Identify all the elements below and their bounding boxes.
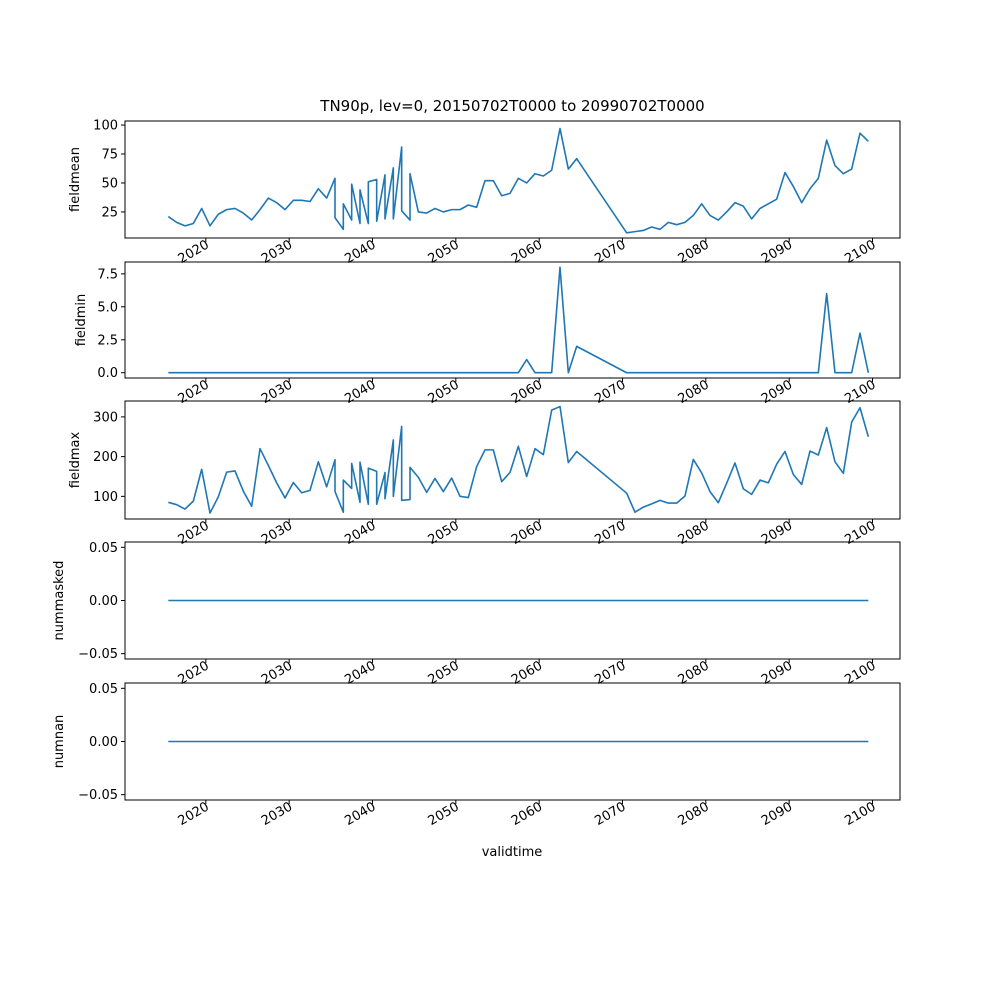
x-tick-label: 2060 [509, 237, 545, 267]
y-tick-label: 0.0 [97, 366, 118, 381]
y-tick-label: 300 [93, 410, 118, 425]
x-tick-label: 2070 [592, 658, 628, 688]
x-tick-label: 2090 [759, 658, 795, 688]
x-tick-label: 2100 [842, 377, 878, 407]
y-tick-label: 0.05 [89, 541, 118, 556]
x-tick-label: 2060 [509, 658, 545, 688]
y-tick-label: 2.5 [97, 333, 118, 348]
x-tick-label: 2090 [759, 237, 795, 267]
series-line-fieldmean [167, 127, 869, 234]
x-tick-label: 2050 [426, 518, 462, 548]
x-tick-label: 2030 [259, 518, 295, 548]
x-tick-label: 2070 [592, 377, 628, 407]
x-tick-label: 2060 [509, 799, 545, 829]
subplot-nummasked: −0.05 0.00 0.05 nummasked 2020 2030 2040 2050 20… [52, 541, 901, 688]
x-tick-label: 2040 [342, 237, 378, 267]
y-axis-label: fieldmin [74, 294, 89, 347]
x-tick-label: 2080 [676, 658, 712, 688]
x-tick-label: 2100 [842, 237, 878, 267]
x-tick-label: 2080 [676, 799, 712, 829]
y-axis-label: fieldmax [68, 432, 83, 489]
y-tick-label: 5.0 [97, 300, 118, 315]
series-line-fieldmin [168, 266, 870, 374]
x-tick-label: 2080 [676, 518, 712, 548]
y-tick-label: 0.00 [89, 594, 118, 609]
x-tick-label: 2090 [759, 518, 795, 548]
subplot-numnan: −0.05 0.00 0.05 numnan 2020 2030 2040 2050 2060 2… [52, 682, 901, 829]
y-axis-label: fieldmean [68, 147, 83, 212]
subplot-fieldmean: 25 50 75 100 fieldmean 2020 2030 2040 2050 2060 20… [68, 119, 901, 267]
x-tick-label: 2100 [842, 658, 878, 688]
y-tick-label: 100 [93, 490, 118, 505]
x-tick-label: 2070 [592, 237, 628, 267]
x-tick-label: 2030 [259, 658, 295, 688]
x-tick-label: 2050 [426, 799, 462, 829]
chart-title: TN90p, lev=0, 20150702T0000 to 20990702T… [319, 97, 704, 115]
x-tick-label: 2020 [176, 799, 212, 829]
subplot-fieldmin: 0.0 2.5 5.0 7.5 fieldmin 2020 2030 2040 2050 2060… [74, 261, 901, 407]
x-tick-label: 2020 [176, 518, 212, 548]
y-tick-label: 100 [93, 119, 118, 134]
x-tick-label: 2040 [342, 799, 378, 829]
x-tick-label: 2080 [676, 237, 712, 267]
x-tick-label: 2060 [509, 518, 545, 548]
x-tick-label: 2040 [342, 377, 378, 407]
y-tick-label: 200 [93, 450, 118, 465]
axes-frame [124, 120, 901, 239]
x-tick-label: 2020 [176, 658, 212, 688]
x-tick-label: 2080 [676, 377, 712, 407]
x-tick-label: 2090 [759, 377, 795, 407]
axes-frame [124, 400, 901, 520]
x-tick-label: 2030 [259, 377, 295, 407]
x-tick-label: 2050 [426, 237, 462, 267]
x-tick-label: 2050 [426, 658, 462, 688]
x-tick-label: 2040 [342, 518, 378, 548]
x-axis-label: validtime [482, 845, 543, 860]
x-tick-label: 2030 [259, 799, 295, 829]
y-tick-label: 7.5 [97, 267, 118, 282]
x-tick-label: 2030 [259, 237, 295, 267]
y-tick-label: 50 [101, 176, 118, 191]
y-tick-label: 0.00 [89, 735, 118, 750]
y-tick-label: −0.05 [78, 647, 118, 662]
x-tick-label: 2020 [176, 377, 212, 407]
x-tick-label: 2070 [592, 799, 628, 829]
y-tick-label: 75 [101, 148, 118, 163]
series-line-fieldmax [168, 405, 870, 514]
x-tick-label: 2040 [342, 658, 378, 688]
subplot-fieldmax: 100 200 300 fieldmax 2020 2030 2040 2050 2060 207… [68, 400, 901, 548]
x-tick-label: 2070 [592, 518, 628, 548]
y-tick-label: 25 [101, 205, 118, 220]
x-tick-label: 2060 [509, 377, 545, 407]
subplots: 25 50 75 100 fieldmean 2020 2030 2040 2050 2060 20… [52, 119, 901, 829]
x-tick-label: 2020 [176, 237, 212, 267]
axes-frame [124, 261, 901, 379]
x-tick-label: 2100 [842, 518, 878, 548]
y-axis-label: numnan [52, 715, 67, 769]
x-tick-label: 2050 [426, 377, 462, 407]
x-tick-label: 2100 [842, 799, 878, 829]
y-tick-label: 0.05 [89, 682, 118, 697]
y-axis-label: nummasked [52, 561, 67, 641]
x-tick-label: 2090 [759, 799, 795, 829]
y-tick-label: −0.05 [78, 788, 118, 803]
